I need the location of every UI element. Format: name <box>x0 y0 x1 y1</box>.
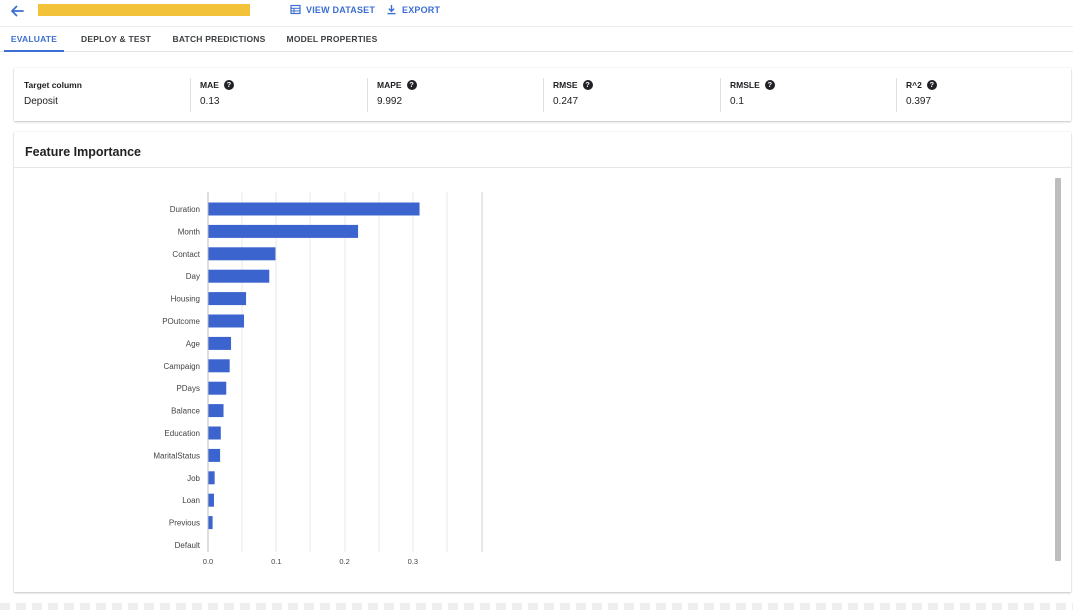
bottom-strip <box>0 603 1073 610</box>
x-tick-label: 0.2 <box>339 557 349 566</box>
export-button[interactable]: EXPORT <box>386 4 440 15</box>
metric-label: R^2 <box>906 80 922 90</box>
category-label: Month <box>178 227 200 236</box>
category-label: POutcome <box>162 317 200 326</box>
category-label: Day <box>186 272 200 281</box>
feature-importance-card: Feature Importance Duration Month Contact D… <box>14 132 1071 592</box>
bar-pdays <box>208 381 227 395</box>
bar-previous <box>208 516 213 530</box>
feature-importance-title: Feature Importance <box>25 145 142 159</box>
metric-divider <box>896 78 897 112</box>
category-label: Loan <box>182 496 200 505</box>
tab-batch-predictions[interactable]: BATCH PREDICTIONS <box>172 34 266 44</box>
metric-value: 9.992 <box>377 96 403 107</box>
help-icon[interactable]: ? <box>582 80 593 90</box>
tab-bar: EVALUATE DEPLOY & TEST BATCH PREDICTIONS… <box>0 26 1073 52</box>
redacted-model-name <box>38 4 250 16</box>
bar-age <box>208 336 232 350</box>
export-label: EXPORT <box>402 4 441 15</box>
feature-importance-chart: Duration Month Contact Day Housing POutcome Ag… <box>153 192 483 566</box>
vertical-scrollbar[interactable] <box>1055 178 1061 561</box>
metric-label: MAE <box>200 80 219 90</box>
category-label: PDays <box>176 384 200 393</box>
bar-campaign <box>208 359 230 373</box>
tab-evaluate[interactable]: EVALUATE <box>4 27 64 52</box>
metric-label: RMSLE <box>730 80 760 90</box>
category-label: Education <box>164 429 200 438</box>
bar-balance <box>208 404 224 418</box>
table-icon <box>290 4 301 15</box>
bar-job <box>208 471 215 485</box>
metrics-card: Target column Deposit MAE? 0.13 MAPE? 9.… <box>14 68 1071 121</box>
category-label: Previous <box>169 519 200 528</box>
category-label: Age <box>186 339 201 348</box>
help-icon[interactable]: ? <box>406 80 417 90</box>
category-label: Job <box>187 474 200 483</box>
metric-label: RMSE <box>553 80 578 90</box>
metric-label: Target column <box>24 80 82 90</box>
tab-deploy-test[interactable]: DEPLOY & TEST <box>81 34 151 44</box>
back-arrow-icon[interactable] <box>8 2 26 20</box>
bar-month <box>208 224 359 238</box>
card-divider <box>14 167 1071 168</box>
category-label: Default <box>175 541 201 550</box>
bar-poutcome <box>208 314 245 328</box>
bar-loan <box>208 493 214 507</box>
help-icon[interactable]: ? <box>223 80 234 90</box>
metric-value: 0.397 <box>906 96 932 107</box>
metric-value: 0.1 <box>730 96 744 107</box>
help-icon[interactable]: ? <box>926 80 937 90</box>
category-label: Contact <box>172 250 200 259</box>
top-bar: VIEW DATASET EXPORT <box>0 0 1073 26</box>
bar-contact <box>208 247 276 261</box>
metric-divider <box>367 78 368 112</box>
metric-value: 0.247 <box>553 96 579 107</box>
bar-duration <box>208 202 420 216</box>
bar-day <box>208 269 270 283</box>
x-tick-label: 0.1 <box>271 557 281 566</box>
category-label: MaritalStatus <box>153 451 200 460</box>
category-label: Campaign <box>164 362 200 371</box>
metric-divider <box>190 78 191 112</box>
category-label: Duration <box>170 205 200 214</box>
tab-model-properties[interactable]: MODEL PROPERTIES <box>286 34 378 44</box>
bar-education <box>208 426 221 440</box>
metric-value: 0.13 <box>200 96 220 107</box>
metric-value: Deposit <box>24 96 58 107</box>
view-dataset-button[interactable]: VIEW DATASET <box>290 4 375 15</box>
metric-divider <box>543 78 544 112</box>
download-icon <box>387 5 396 15</box>
metric-divider <box>720 78 721 112</box>
help-icon[interactable]: ? <box>764 80 775 90</box>
view-dataset-label: VIEW DATASET <box>306 4 376 15</box>
category-label: Housing <box>171 295 200 304</box>
x-tick-label: 0.3 <box>408 557 418 566</box>
bar-maritalstatus <box>208 448 221 462</box>
metric-label: MAPE <box>377 80 402 90</box>
bar-housing <box>208 292 247 306</box>
category-label: Balance <box>171 407 200 416</box>
x-tick-label: 0.0 <box>203 557 213 566</box>
